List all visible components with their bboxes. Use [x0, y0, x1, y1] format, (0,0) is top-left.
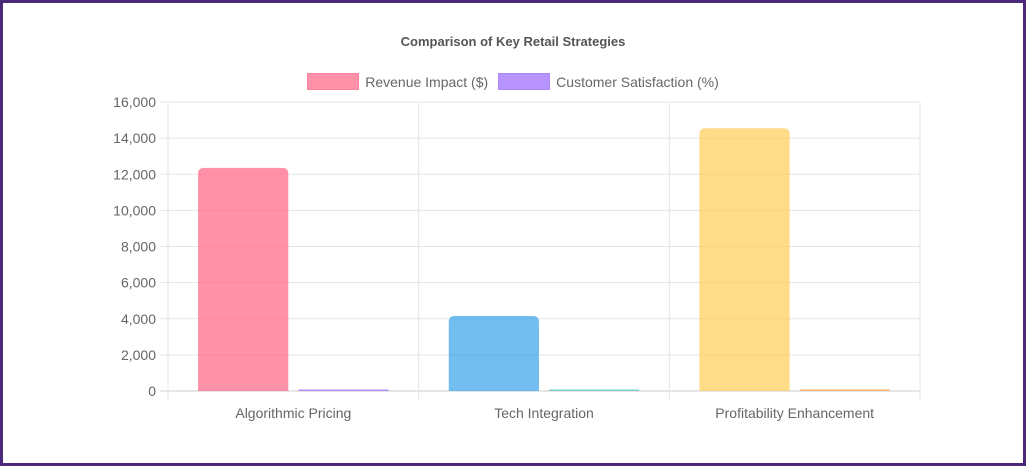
y-tick-label: 16,000: [113, 94, 156, 110]
bar-revenue: [699, 128, 790, 392]
chart-title: Comparison of Key Retail Strategies: [400, 34, 626, 49]
bar-satisfaction: [799, 389, 890, 391]
y-tick-label: 8,000: [121, 239, 156, 255]
y-tick-label: 0: [148, 383, 156, 399]
bar-satisfaction: [549, 389, 640, 391]
legend-swatch-satisfaction: [498, 73, 551, 90]
y-tick-label: 10,000: [113, 202, 156, 218]
x-tick-label: Profitability Enhancement: [715, 405, 874, 421]
x-tick-label: Algorithmic Pricing: [235, 405, 351, 421]
y-tick-label: 4,000: [121, 311, 156, 327]
bar-revenue: [198, 167, 289, 391]
x-tick-label: Tech Integration: [494, 405, 594, 421]
legend-swatch-revenue: [307, 73, 360, 90]
y-tick-label: 12,000: [113, 166, 156, 182]
legend-label-satisfaction: Customer Satisfaction (%): [556, 73, 719, 90]
y-tick-label: 14,000: [113, 130, 156, 146]
legend-item-satisfaction[interactable]: Customer Satisfaction (%): [498, 73, 719, 90]
y-tick-label: 6,000: [121, 275, 156, 291]
legend-item-revenue[interactable]: Revenue Impact ($): [307, 73, 488, 90]
bar-revenue: [448, 316, 539, 391]
bar-satisfaction: [298, 389, 389, 391]
y-tick-label: 2,000: [121, 347, 156, 363]
legend: Revenue Impact ($) Customer Satisfaction…: [0, 73, 1026, 90]
legend-label-revenue: Revenue Impact ($): [365, 73, 489, 90]
